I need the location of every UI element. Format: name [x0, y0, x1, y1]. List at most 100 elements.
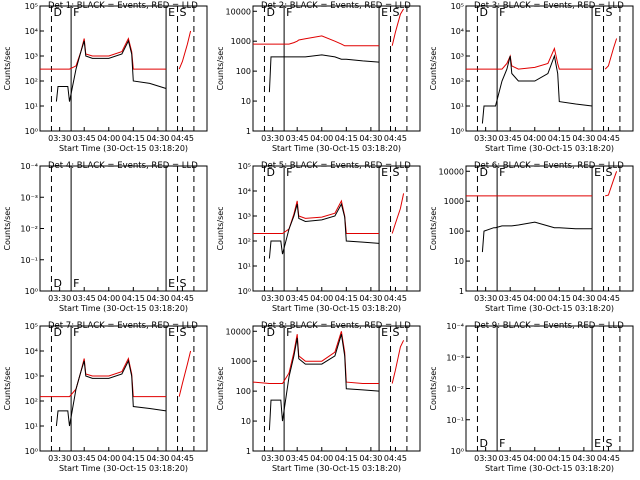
chart-title: Det 6: BLACK = Events, RED = LLD: [474, 161, 624, 171]
event-label: E: [594, 166, 601, 179]
event-label: E: [168, 326, 175, 339]
y-tick-label: 10⁵: [25, 2, 38, 11]
event-label: S: [606, 166, 613, 179]
x-tick-label: 04:15: [335, 294, 358, 303]
series-line: [481, 221, 593, 253]
series-line: [55, 359, 167, 427]
x-axis-label: Start Time (30-Oct-15 03:18:20): [272, 144, 401, 153]
x-tick-label: 03:45: [73, 454, 96, 463]
y-tick-label: 10³: [25, 372, 38, 381]
plot-frame: [252, 325, 421, 452]
y-tick-label: 10⁻¹: [446, 416, 464, 425]
y-tick-label: 100: [449, 227, 464, 236]
x-tick-label: 04:00: [310, 134, 333, 143]
y-tick-label: 10⁻³: [20, 193, 38, 202]
y-tick-label: 10¹: [25, 422, 38, 431]
y-axis-label: Counts/sec: [216, 206, 225, 250]
event-label: E: [594, 6, 601, 19]
y-tick-label: 1000: [444, 197, 464, 206]
series-line: [253, 8, 405, 47]
event-label: S: [180, 6, 187, 19]
panel: Det 4: BLACK = Events, RED = LLD Counts/s…: [3, 161, 208, 313]
x-tick-label: 04:30: [359, 454, 382, 463]
y-tick-label: 10⁵: [238, 162, 251, 171]
x-axis-label: Start Time (30-Oct-15 03:18:20): [485, 144, 614, 153]
y-tick-label: 10⁻³: [446, 353, 464, 362]
x-tick-label: 04:45: [171, 454, 194, 463]
series-line: [268, 334, 380, 431]
x-tick-label: 04:30: [359, 134, 382, 143]
chart-title: Det 7: BLACK = Events, RED = LLD: [48, 321, 198, 331]
x-tick-label: 03:30: [474, 134, 497, 143]
plot-frame: [39, 165, 208, 292]
y-tick-label: 10¹: [451, 102, 464, 111]
series-line: [481, 54, 593, 124]
x-axis-label: Start Time (30-Oct-15 03:18:20): [485, 304, 614, 313]
chart-title: Det 3: BLACK = Events, RED = LLD: [474, 1, 624, 11]
x-tick-label: 04:15: [335, 454, 358, 463]
chart-title: Det 2: BLACK = Events, RED = LLD: [261, 1, 411, 11]
event-label: D: [479, 437, 487, 450]
y-tick-label: 100: [236, 387, 251, 396]
event-label: S: [606, 437, 613, 450]
y-tick-label: 10⁵: [451, 2, 464, 11]
plot-frame: [465, 5, 634, 132]
y-tick-label: 10⁻⁴: [20, 162, 38, 171]
x-tick-label: 04:45: [597, 134, 620, 143]
x-tick-label: 04:30: [572, 294, 595, 303]
x-tick-label: 04:15: [335, 134, 358, 143]
y-tick-label: 100: [236, 67, 251, 76]
x-tick-label: 04:30: [359, 294, 382, 303]
series-line: [268, 202, 380, 259]
x-axis-label: Start Time (30-Oct-15 03:18:20): [485, 464, 614, 473]
x-tick-label: 03:45: [73, 294, 96, 303]
plot-frame: [252, 5, 421, 132]
x-axis-label: Start Time (30-Oct-15 03:18:20): [272, 304, 401, 313]
event-label: E: [168, 277, 175, 290]
y-axis-label: Counts/sec: [216, 46, 225, 90]
x-tick-label: 04:00: [523, 134, 546, 143]
y-tick-label: 10²: [25, 77, 38, 86]
event-label: F: [73, 6, 79, 19]
event-label: S: [393, 6, 400, 19]
x-axis-label: Start Time (30-Oct-15 03:18:20): [272, 464, 401, 473]
event-label: E: [381, 326, 388, 339]
x-tick-label: 04:15: [122, 294, 145, 303]
event-label: F: [286, 326, 292, 339]
event-label: E: [594, 437, 601, 450]
panel: Det 5: BLACK = Events, RED = LLD Counts/s…: [216, 161, 421, 313]
x-tick-label: 03:30: [48, 454, 71, 463]
panel: Det 1: BLACK = Events, RED = LLD Counts/s…: [3, 1, 208, 153]
event-label: D: [479, 166, 487, 179]
y-tick-label: 10⁰: [238, 287, 251, 296]
y-tick-label: 10⁰: [451, 127, 464, 136]
event-label: D: [266, 166, 274, 179]
x-tick-label: 04:15: [548, 134, 571, 143]
y-tick-label: 10⁰: [25, 447, 38, 456]
x-tick-label: 03:30: [474, 454, 497, 463]
y-tick-label: 10⁻²: [446, 385, 464, 394]
x-axis-label: Start Time (30-Oct-15 03:18:20): [59, 144, 188, 153]
x-axis-label: Start Time (30-Oct-15 03:18:20): [59, 464, 188, 473]
event-label: E: [381, 166, 388, 179]
y-tick-label: 10²: [451, 77, 464, 86]
y-tick-label: 10000: [226, 7, 251, 16]
plot-frame: [465, 165, 634, 292]
x-tick-label: 03:30: [474, 294, 497, 303]
series-line: [55, 39, 167, 102]
y-tick-label: 10⁰: [25, 127, 38, 136]
x-tick-label: 04:45: [384, 294, 407, 303]
event-label: F: [499, 6, 505, 19]
y-axis-label: Counts/sec: [3, 46, 12, 90]
x-tick-label: 04:15: [548, 294, 571, 303]
plot-frame: [252, 165, 421, 292]
y-tick-label: 10⁴: [25, 347, 38, 356]
y-tick-label: 1: [459, 287, 464, 296]
x-tick-label: 04:00: [310, 454, 333, 463]
y-tick-label: 10¹: [25, 102, 38, 111]
x-tick-label: 03:45: [286, 294, 309, 303]
x-tick-label: 04:00: [310, 294, 333, 303]
x-tick-label: 04:45: [171, 134, 194, 143]
event-label: F: [286, 166, 292, 179]
y-tick-label: 10²: [238, 237, 251, 246]
